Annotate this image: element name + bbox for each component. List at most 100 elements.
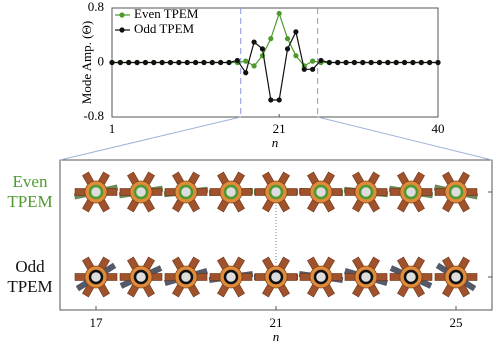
point [268,97,274,103]
unit-icon [433,171,479,213]
point [251,39,257,45]
point [184,59,190,66]
tooth [389,273,401,281]
tooth [434,188,446,196]
tooth [389,188,401,196]
unit-icon [298,171,344,213]
point [418,59,424,66]
point [401,59,408,66]
ring [448,184,464,200]
tooth [164,188,176,196]
point [368,59,374,66]
point [268,36,274,42]
x-tick-label: 25 [450,315,463,330]
point [234,57,240,64]
x-tick-label: 21 [273,121,286,136]
y-tick-label: 0 [98,53,105,68]
tooth [466,273,478,281]
tooth [376,273,388,281]
tooth [254,273,266,281]
x-tick-label: 21 [270,315,283,330]
tooth [151,188,163,196]
ring [223,184,239,200]
point [435,59,441,66]
ring [313,184,329,200]
tooth [106,273,118,281]
top-chart: -0.8 0 0.8 1 21 40 n Mode Amp. (Θ) Even TPEMOdd … [79,0,445,150]
unit-icon [164,256,208,298]
point [293,29,299,35]
point [243,70,249,76]
series-line [112,30,438,101]
point [393,59,399,66]
unit-icon [254,256,298,298]
tooth [74,273,86,281]
tooth [74,188,86,196]
tooth [286,188,298,196]
ring [358,184,374,200]
tooth [434,273,446,281]
point [335,59,341,66]
tooth [119,188,131,196]
ring [178,184,194,200]
point [117,59,123,66]
tooth [331,188,343,196]
unit-icon [73,171,119,213]
unit-icon [298,256,344,298]
ring [88,184,104,200]
tooth [286,273,298,281]
ring [133,269,149,285]
tooth [254,188,266,196]
point [385,59,391,66]
tooth [119,273,131,281]
point [343,59,349,66]
tooth [331,273,343,281]
point [410,59,416,66]
point [310,66,316,72]
point [109,59,115,66]
tooth [196,273,208,281]
point [284,36,291,42]
tooth [241,188,253,196]
point [151,59,157,66]
point [176,59,182,66]
tooth [209,273,221,281]
unit-icon [163,171,209,213]
legend-label: Odd TPEM [134,21,195,36]
point [218,59,224,66]
unit-icon [434,256,478,298]
unit-icon [254,171,298,213]
x-tick-label: 17 [90,315,104,330]
row-label: Odd TPEM [7,257,53,296]
point [209,59,215,66]
point [326,59,332,66]
ring [178,269,194,285]
ring [268,184,284,200]
tooth [344,188,356,196]
unit-icon [208,256,254,298]
tooth [421,273,433,281]
point [126,59,132,66]
tooth [344,273,356,281]
point [134,59,140,66]
ring [268,269,284,285]
unit-icon [74,256,118,298]
legend-label: Even TPEM [134,6,199,21]
point [142,59,149,66]
tooth [299,273,311,281]
legend-marker [119,27,125,33]
connector [59,116,241,161]
point [159,59,165,66]
point [318,57,324,64]
tooth [466,188,478,196]
tooth [164,273,176,281]
y-tick-label: 0.8 [88,0,104,14]
legend-marker [119,12,125,18]
ring [313,269,329,285]
ring [403,269,419,285]
ring [403,184,419,200]
y-tick-label: -0.8 [83,108,104,123]
ring [223,269,239,285]
